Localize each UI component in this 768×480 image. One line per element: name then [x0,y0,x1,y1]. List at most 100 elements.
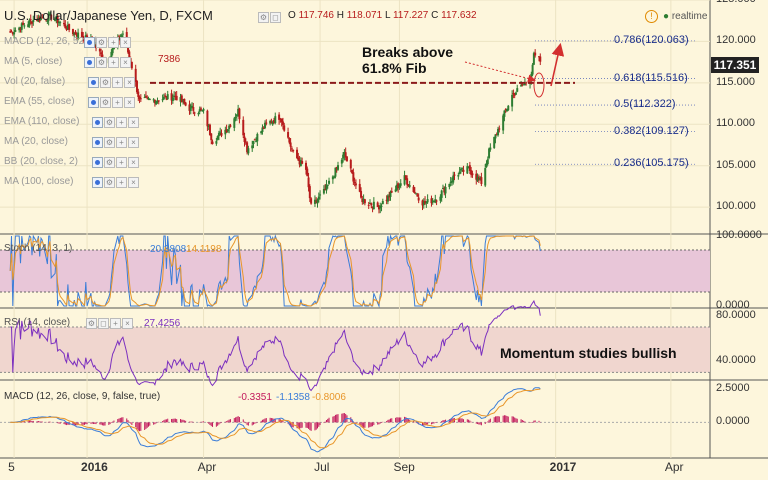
candle-body [121,33,124,35]
close-icon[interactable]: × [128,157,139,168]
indicator-row[interactable]: MA (100, close) [4,176,73,187]
add-icon[interactable]: + [108,37,119,48]
settings-icon[interactable]: ⚙ [100,97,111,108]
candle-body [514,92,517,95]
indicator-label: Vol (20, false) [4,76,66,87]
momentum-annotation: Momentum studies bullish [500,345,677,361]
visibility-icon[interactable] [88,77,99,88]
candle-body [200,108,203,110]
macd-signal-value: -0.8006 [312,392,346,403]
close-icon[interactable]: × [128,137,139,148]
settings-icon[interactable]: ⚙ [258,12,269,23]
close-icon[interactable]: × [120,37,131,48]
candle-body [18,27,21,31]
oscillator-lines [9,234,541,453]
add-icon[interactable]: + [116,117,127,128]
candle-body [32,19,35,23]
candle-body [206,110,209,127]
rsi-band [0,327,710,373]
rsi-hide-icon[interactable]: ◻ [98,318,109,329]
add-icon[interactable]: + [116,177,127,188]
visibility-icon[interactable] [92,117,103,128]
candle-body [265,122,268,124]
settings-icon[interactable]: ⚙ [104,157,115,168]
candle-body [370,203,373,206]
close-icon[interactable]: × [124,97,135,108]
settings-icon[interactable]: ⚙ [104,137,115,148]
settings-icon[interactable]: ⚙ [96,37,107,48]
candle-body [292,150,295,152]
candle-body [238,108,241,120]
indicator-row[interactable]: Vol (20, false) [4,76,65,87]
visibility-icon[interactable] [92,177,103,188]
fib-label: 0.5(112.322) [614,98,676,111]
candle-body [217,132,220,137]
candle-body [63,22,66,25]
candle-body [135,81,138,93]
add-icon[interactable]: + [116,157,127,168]
settings-icon[interactable]: ⚙ [104,117,115,128]
candle-body [362,198,365,202]
close-icon[interactable]: × [124,77,135,88]
candle-body [380,205,383,207]
price-tick-label: 110.000 [716,117,755,130]
visibility-icon[interactable] [84,57,95,68]
price-tick-label: 120.000 [716,34,756,47]
candle-body [269,120,272,124]
indicator-row[interactable]: EMA (110, close) [4,116,79,127]
candle-body [59,22,62,24]
candle-body [361,198,364,203]
candle-body [315,200,318,202]
candle-body [308,186,311,199]
settings-icon[interactable]: ⚙ [100,77,111,88]
hide-icon[interactable]: ◻ [270,12,281,23]
candle-body [497,128,500,136]
candle-body [453,174,456,176]
candle-body [349,159,352,169]
candle-body [505,108,508,112]
add-icon[interactable]: + [112,77,123,88]
candle-body [301,161,304,164]
candle-body [413,191,416,193]
add-icon[interactable]: + [108,57,119,68]
candle-body [274,116,277,123]
close-icon[interactable]: × [120,57,131,68]
candle-body [215,141,218,144]
alert-icon[interactable]: ! [645,10,658,23]
candle-body [521,84,524,86]
candle-body [242,119,245,136]
visibility-icon[interactable] [88,97,99,108]
visibility-icon[interactable] [84,37,95,48]
add-icon[interactable]: + [112,97,123,108]
settings-icon[interactable]: ⚙ [96,57,107,68]
visibility-icon[interactable] [92,137,103,148]
candle-body [170,93,173,101]
close-icon[interactable]: × [128,117,139,128]
candle-body [310,198,313,204]
candle-body [494,134,497,139]
indicator-row[interactable]: MACD (12, 26, 52, close) [4,36,116,47]
candle-body [381,200,384,205]
candle-body [403,175,406,185]
candle-body [14,30,17,32]
settings-icon[interactable]: ⚙ [104,177,115,188]
rsi-add-icon[interactable]: + [110,318,121,329]
candle-body [66,24,69,30]
candle-body [208,124,211,136]
candle-body [127,45,130,53]
visibility-icon[interactable] [92,157,103,168]
indicator-row[interactable]: BB (20, close, 2) [4,156,78,167]
candle-body [192,107,195,111]
candle-body [287,132,290,138]
add-icon[interactable]: + [116,137,127,148]
indicator-row[interactable]: MA (5, close) [4,56,62,67]
close-icon[interactable]: × [128,177,139,188]
time-tick-label: Apr [197,460,217,474]
indicator-row[interactable]: MA (20, close) [4,136,68,147]
indicator-row[interactable]: EMA (55, close) [4,96,75,107]
rsi-settings-icon[interactable]: ⚙ [86,318,97,329]
ma5-value: 7386 [158,54,181,65]
candle-body [36,19,39,22]
rsi-close-icon[interactable]: × [122,318,133,329]
